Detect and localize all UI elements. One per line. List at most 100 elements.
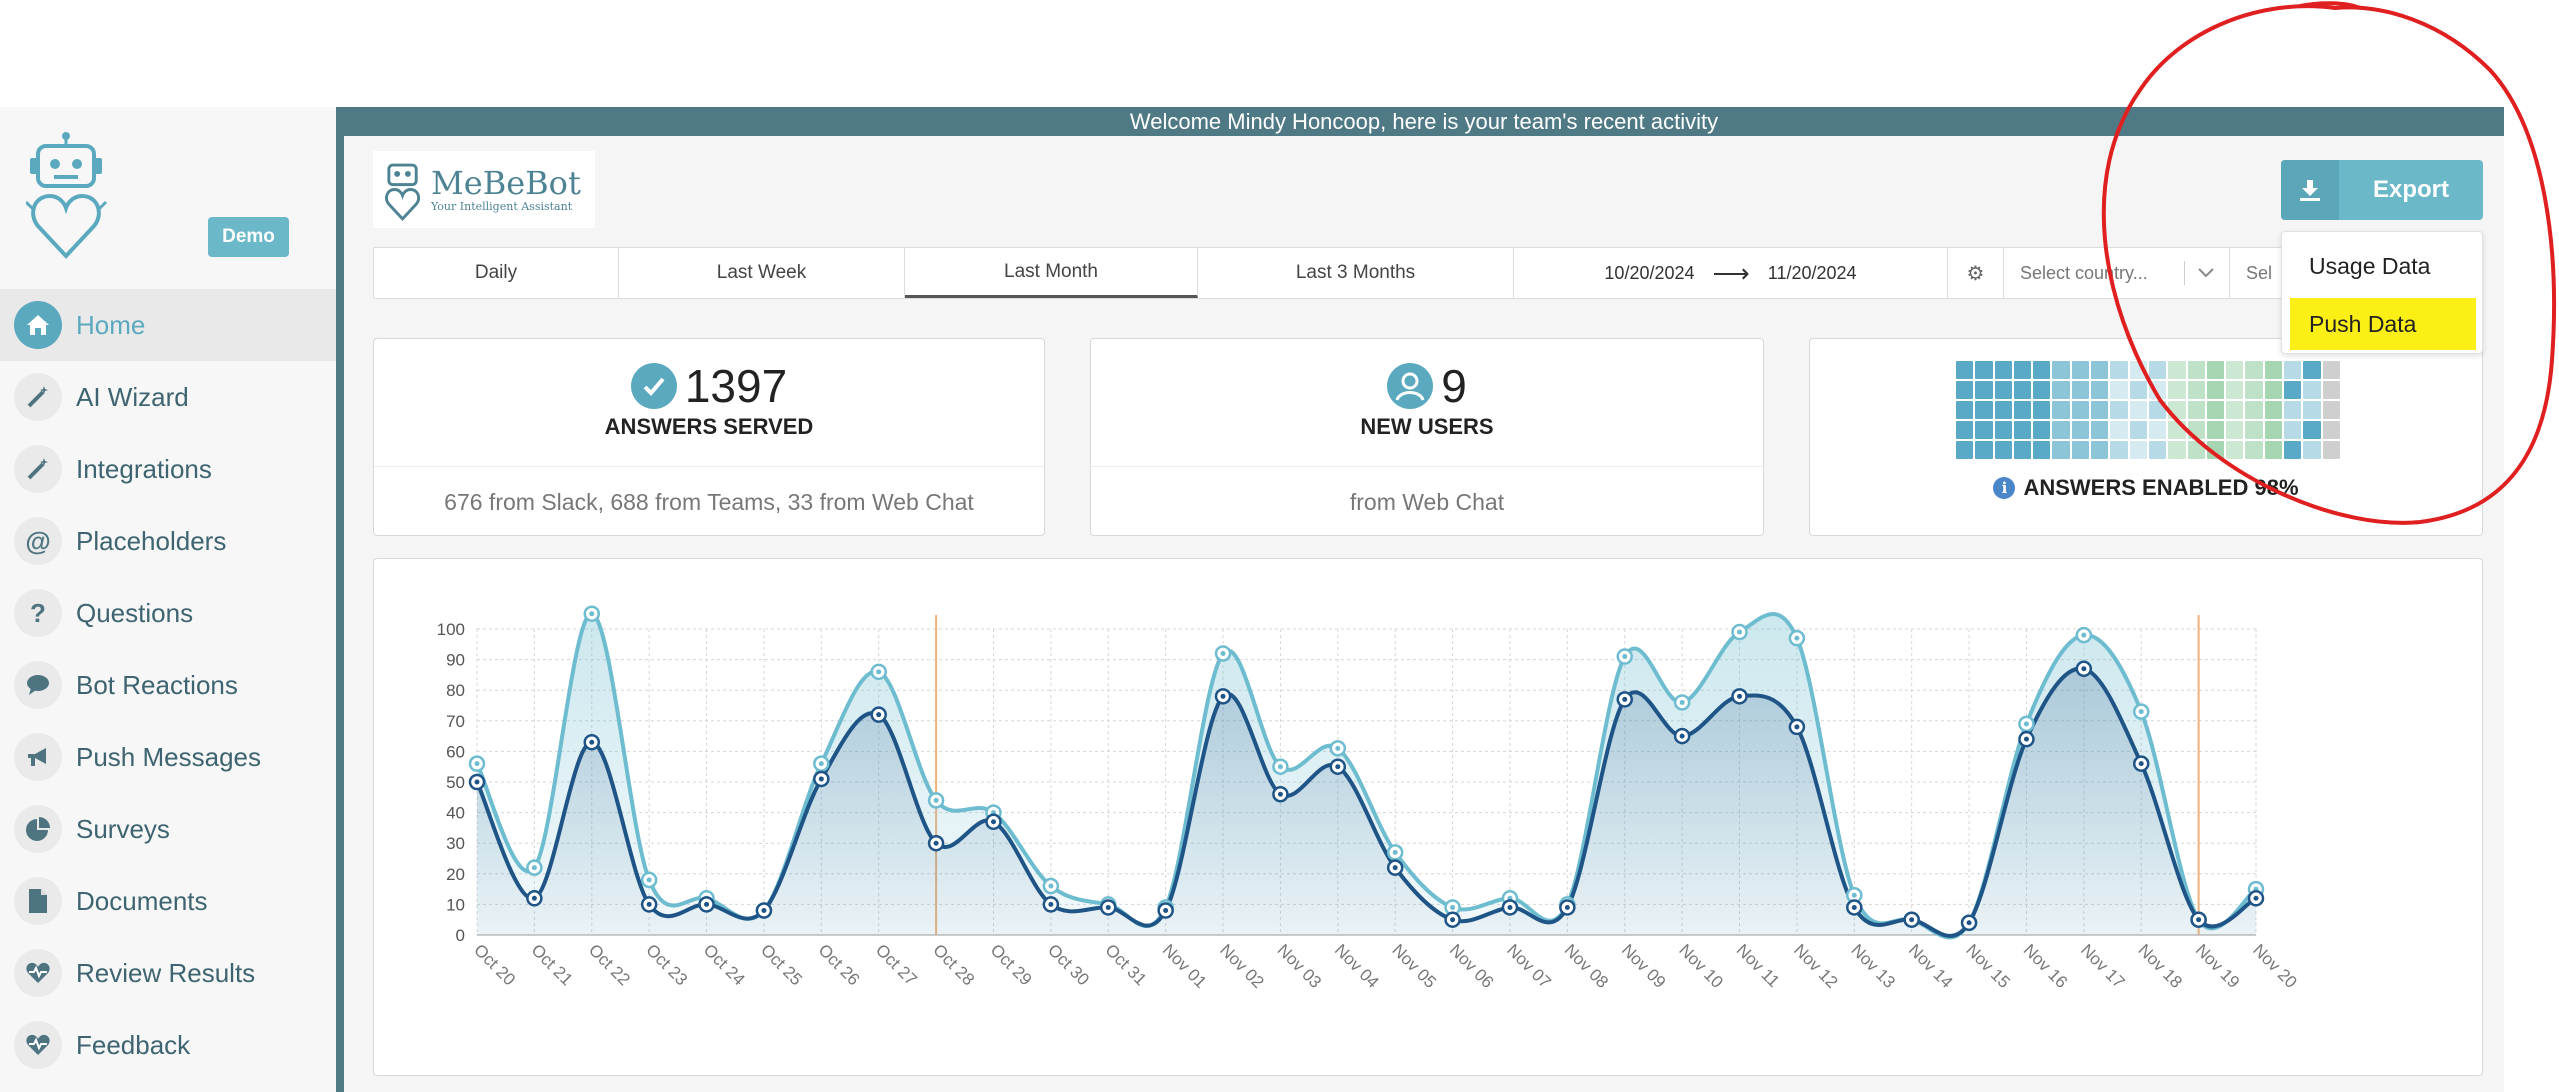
heatmap-cell xyxy=(2052,441,2070,459)
sidebar-item-label: Surveys xyxy=(76,813,170,844)
heatmap-cell xyxy=(2245,401,2263,419)
sidebar-item-questions[interactable]: ? Questions xyxy=(0,577,336,649)
chevron-down-icon xyxy=(2197,263,2215,284)
menu-item-push-data[interactable]: Push Data xyxy=(2290,298,2476,350)
activity-chart: 0 10 20 30 40 50 60 70 80 90 100 Oct 20 Oct 21 Oct 22… xyxy=(437,605,2301,992)
x-tick-label: Nov 09 xyxy=(1618,940,1670,992)
heatmap-cell xyxy=(2206,441,2225,459)
data-point-dot xyxy=(1277,791,1283,797)
data-point-dot xyxy=(1679,699,1685,705)
x-tick-label: Oct 21 xyxy=(528,940,577,989)
heatmap-cell xyxy=(2245,421,2263,439)
x-tick-label: Nov 03 xyxy=(1274,940,1326,992)
heatmap-cell xyxy=(2013,381,2032,399)
heatmap-cell xyxy=(2284,401,2302,419)
x-tick-label: Nov 12 xyxy=(1790,940,1842,992)
heatmap-cell xyxy=(2187,401,2205,419)
sidebar-item-surveys[interactable]: Surveys xyxy=(0,793,336,865)
x-tick-label: Oct 31 xyxy=(1101,940,1150,989)
tab-last-month[interactable]: Last Month xyxy=(905,248,1198,298)
sidebar-item-ai-wizard[interactable]: AI Wizard xyxy=(0,361,336,433)
data-point-dot xyxy=(761,908,767,914)
brand-name: MeBeBot xyxy=(431,164,581,202)
sidebar-item-home[interactable]: Home xyxy=(0,289,336,361)
date-to[interactable]: 11/20/2024 xyxy=(1767,262,1857,283)
tab-daily[interactable]: Daily xyxy=(374,248,619,298)
x-tick-label: Nov 19 xyxy=(2192,940,2244,992)
heatmap-cell xyxy=(2303,441,2321,459)
heatmap-cell xyxy=(2322,421,2340,439)
data-point-dot xyxy=(474,761,480,767)
series-area xyxy=(477,668,2256,936)
sidebar-item-bot-reactions[interactable]: Bot Reactions xyxy=(0,649,336,721)
heatmap-cell xyxy=(1956,421,1974,439)
heatmap-cell xyxy=(2303,421,2321,439)
heatmap-cell xyxy=(2033,361,2051,379)
data-point-dot xyxy=(1737,629,1743,635)
sidebar-item-integrations[interactable]: Integrations xyxy=(0,433,336,505)
arrow-right-icon: ⟶ xyxy=(1712,257,1750,288)
robot-logo-icon xyxy=(385,163,421,221)
export-label: Export xyxy=(2372,176,2449,203)
heatmap-cell xyxy=(2091,441,2109,459)
welcome-banner: Welcome Mindy Honcoop, here is your team… xyxy=(344,107,2504,136)
info-icon[interactable]: i xyxy=(1993,477,2016,499)
heatmap-cell xyxy=(1956,441,1974,459)
data-point-dot xyxy=(1737,693,1743,699)
x-tick-label: Nov 16 xyxy=(2020,940,2072,992)
data-point-dot xyxy=(1048,883,1054,889)
select-separator xyxy=(2184,261,2185,285)
tab-last-3-months[interactable]: Last 3 Months xyxy=(1198,248,1514,298)
heatmap-cell xyxy=(1956,401,1974,419)
y-tick-label: 100 xyxy=(437,620,465,639)
x-tick-label: Nov 15 xyxy=(1962,940,2014,992)
activity-chart-card: 0 10 20 30 40 50 60 70 80 90 100 Oct 20 Oct 21 Oct 22… xyxy=(373,558,2483,1076)
heatmap-cell xyxy=(2129,401,2147,419)
x-tick-label: Nov 14 xyxy=(1905,940,1957,992)
menu-item-usage-data[interactable]: Usage Data xyxy=(2309,252,2431,279)
sidebar-item-placeholders[interactable]: @ Placeholders xyxy=(0,505,336,577)
heatmap-cell xyxy=(2110,361,2128,379)
data-point-dot xyxy=(1909,917,1915,923)
sidebar-item-feedback[interactable]: Feedback xyxy=(0,1009,336,1081)
heatmap-cell xyxy=(2033,441,2051,459)
heatmap-cell xyxy=(2168,441,2186,459)
new-users-label: NEW USERS xyxy=(1360,414,1494,439)
x-tick-label: Oct 28 xyxy=(929,940,978,989)
heatmap-cell xyxy=(1975,441,1993,459)
heatmap-cell xyxy=(2264,421,2283,439)
robot-logo-icon[interactable] xyxy=(26,132,112,262)
heatmap-cell xyxy=(1975,401,1993,419)
heatmap-cell xyxy=(2148,381,2167,399)
date-from[interactable]: 10/20/2024 xyxy=(1604,262,1695,283)
data-point-dot xyxy=(1392,865,1398,871)
sidebar-item-push-messages[interactable]: Push Messages xyxy=(0,721,336,793)
x-tick-label: Oct 20 xyxy=(470,940,519,989)
sidebar-item-review-results[interactable]: Review Results xyxy=(0,937,336,1009)
heatmap-cell xyxy=(2110,381,2128,399)
heatmap-cell xyxy=(2322,361,2340,379)
y-tick-label: 20 xyxy=(446,865,465,884)
heart-pulse-icon xyxy=(14,1021,62,1069)
gear-icon[interactable]: ⚙ xyxy=(1948,248,2004,298)
y-tick-label: 40 xyxy=(446,804,465,823)
date-range-picker[interactable]: 10/20/2024 ⟶ 11/20/2024 xyxy=(1514,248,1948,298)
sidebar-item-documents[interactable]: Documents xyxy=(0,865,336,937)
export-button[interactable]: Export xyxy=(2281,160,2483,220)
y-tick-label: 60 xyxy=(446,742,465,761)
new-users-card: 9 NEW USERS from Web Chat xyxy=(1090,338,1764,536)
sidebar-item-label: Bot Reactions xyxy=(76,669,238,700)
data-point-dot xyxy=(1794,635,1800,641)
demo-badge[interactable]: Demo xyxy=(208,217,289,257)
heatmap-cell xyxy=(2226,361,2244,379)
data-point-dot xyxy=(1220,693,1226,699)
country-select[interactable]: Select country... xyxy=(2004,248,2229,298)
x-tick-label: Nov 11 xyxy=(1733,940,1784,991)
heatmap-cell xyxy=(2206,421,2225,439)
data-point-dot xyxy=(1851,892,1857,898)
heatmap-cell xyxy=(2303,401,2321,419)
data-point-dot xyxy=(1622,696,1628,702)
data-point-dot xyxy=(646,901,652,907)
tab-last-week[interactable]: Last Week xyxy=(619,248,905,298)
heatmap-cell xyxy=(2187,361,2205,379)
